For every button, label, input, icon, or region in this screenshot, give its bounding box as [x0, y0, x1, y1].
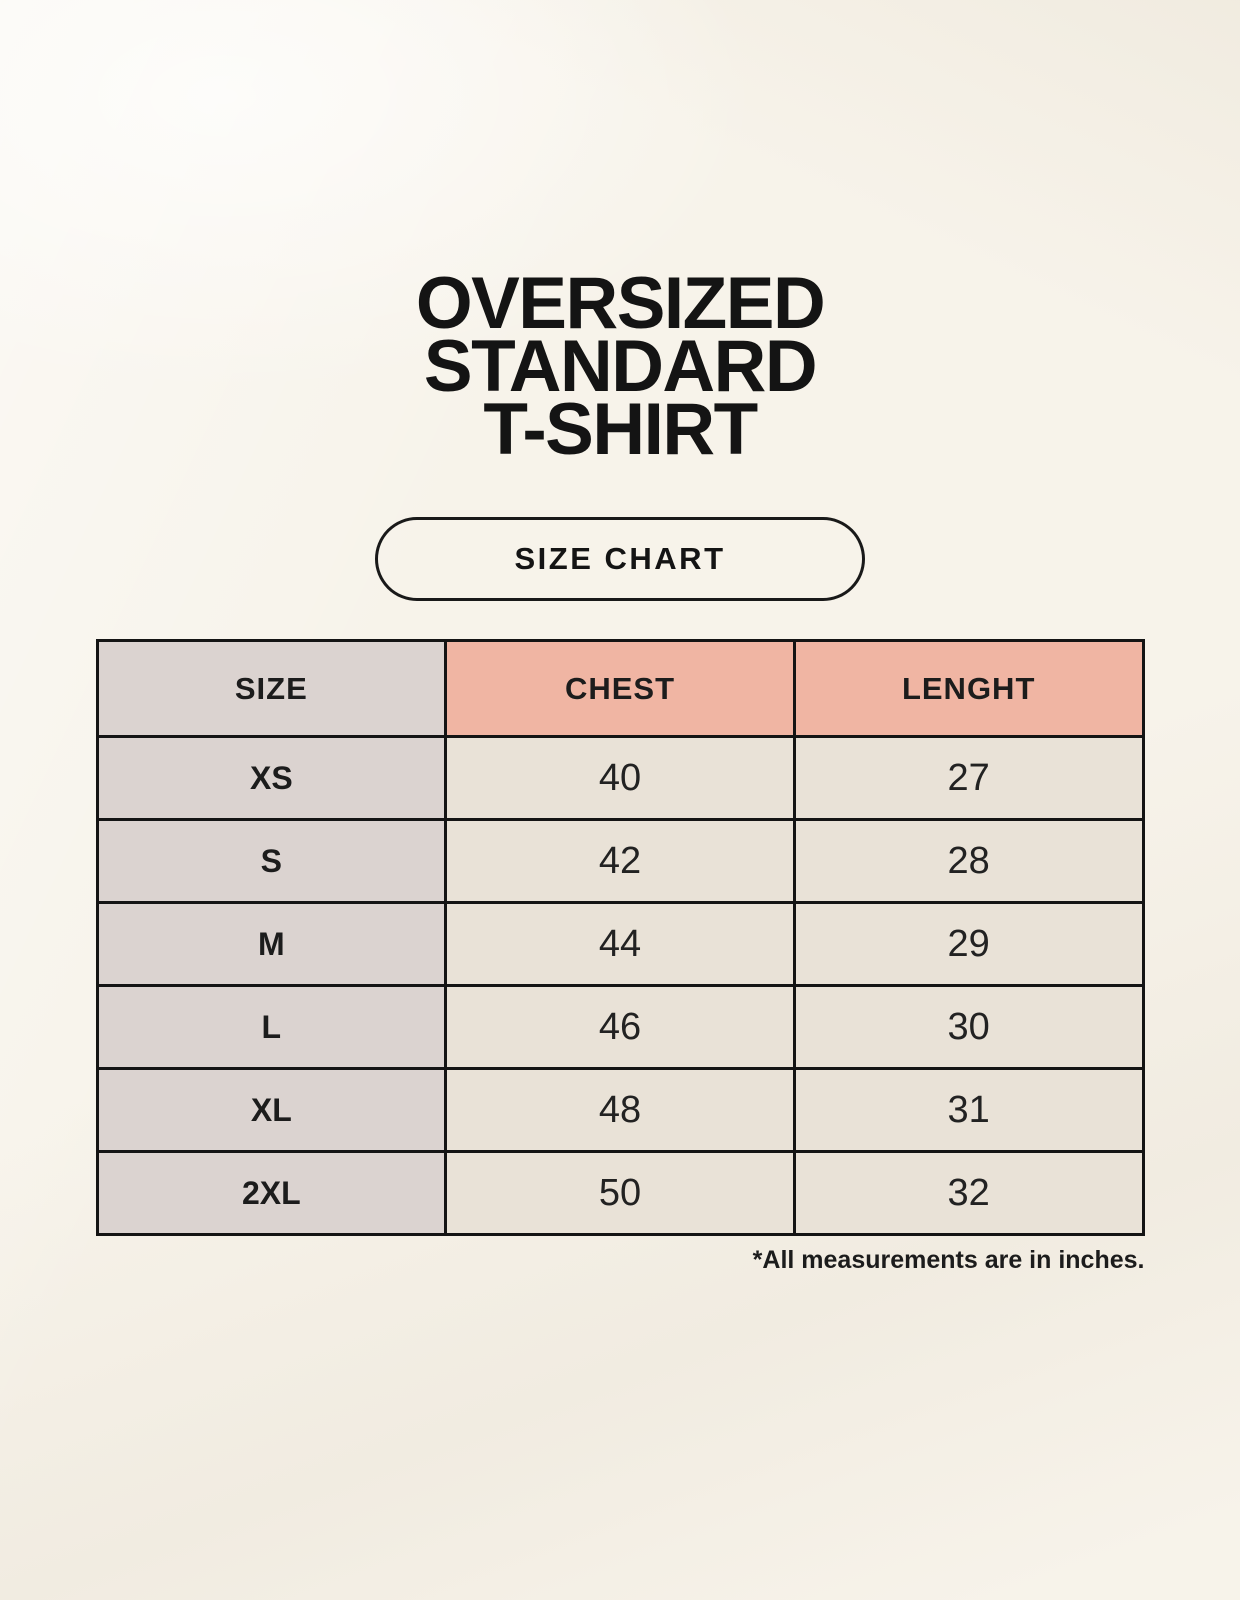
- table-row: S 42 28: [95, 818, 1145, 904]
- size-table: SIZE CHEST LENGHT XS 40 27 S 42 28 M: [95, 639, 1145, 1236]
- row-l-length-value: 30: [792, 984, 1145, 1070]
- size-chart-button-label: SIZE CHART: [514, 541, 726, 576]
- row-xs-size-label: XS: [95, 735, 448, 821]
- row-2xl-chest-value: 50: [444, 1150, 796, 1236]
- table-row: M 44 29: [95, 901, 1145, 987]
- table-header-row: SIZE CHEST LENGHT: [95, 639, 1145, 738]
- row-xl-size-label: XL: [95, 1067, 448, 1153]
- row-xl-length-value: 31: [792, 1067, 1145, 1153]
- row-2xl-size-label: 2XL: [95, 1150, 448, 1236]
- table-row: XL 48 31: [95, 1067, 1145, 1153]
- header-cell-length: LENGHT: [792, 639, 1145, 738]
- page-title-line-1: OVERSIZED: [415, 263, 826, 344]
- table-row: XS 40 27: [95, 735, 1145, 821]
- row-xs-length-value: 27: [792, 735, 1145, 821]
- page-title-line-2: STANDARD: [423, 326, 818, 407]
- page-title-line-3: T-SHIRT: [483, 389, 758, 470]
- measurements-footnote: *All measurements are in inches.: [752, 1246, 1145, 1274]
- row-s-size-label: S: [95, 818, 448, 904]
- row-m-size-label: M: [95, 901, 448, 987]
- table-row: L 46 30: [95, 984, 1145, 1070]
- row-s-length-value: 28: [792, 818, 1145, 904]
- row-2xl-length-value: 32: [792, 1150, 1145, 1236]
- table-row: 2XL 50 32: [95, 1150, 1145, 1236]
- row-m-chest-value: 44: [444, 901, 796, 987]
- row-xs-chest-value: 40: [444, 735, 796, 821]
- size-table-container: SIZE CHEST LENGHT XS 40 27 S 42 28 M: [95, 639, 1145, 1236]
- header-cell-chest: CHEST: [444, 639, 796, 738]
- page-title: OVERSIZED STANDARD T-SHIRT: [0, 0, 1240, 470]
- row-m-length-value: 29: [792, 901, 1145, 987]
- row-s-chest-value: 42: [444, 818, 796, 904]
- header-cell-size: SIZE: [95, 639, 448, 738]
- row-l-size-label: L: [95, 984, 448, 1070]
- row-l-chest-value: 46: [444, 984, 796, 1070]
- row-xl-chest-value: 48: [444, 1067, 796, 1153]
- size-chart-button[interactable]: SIZE CHART: [375, 517, 865, 601]
